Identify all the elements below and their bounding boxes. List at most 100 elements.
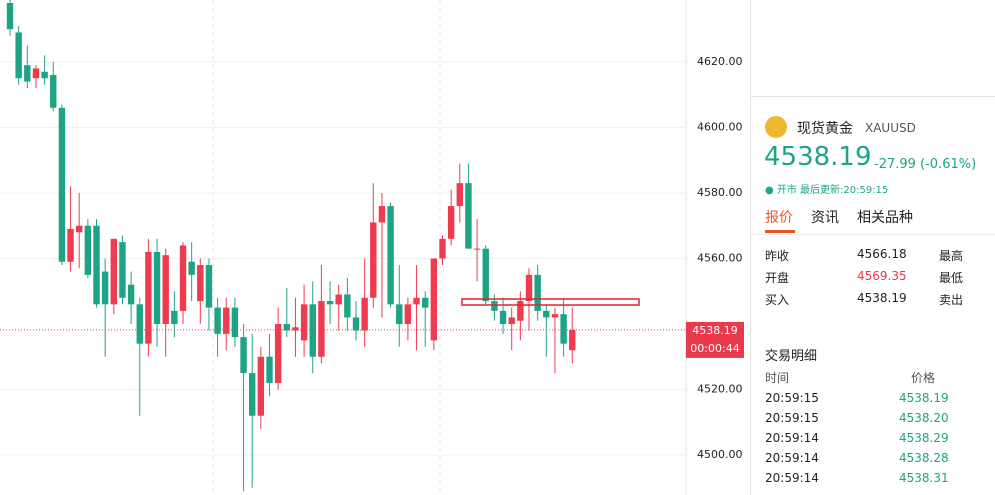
candle-body [309,304,316,357]
candle-body [534,274,541,311]
candle-body [292,327,299,331]
column-header: 时间 [765,371,790,385]
y-tick-label: 4500.00 [697,448,743,461]
candle-body [50,75,57,108]
change: -27.99 (-0.61%) [874,157,977,172]
candle-body [188,261,195,275]
symbol: XAUUSD [865,121,916,135]
candle-body [84,225,92,275]
tab[interactable]: 资讯 [811,210,839,226]
candle-body [344,294,351,318]
candle-body [240,337,247,374]
candle-body [257,356,265,416]
candle-body [378,206,386,223]
trade-time: 20:59:14 [765,451,819,465]
candle-body [439,238,446,259]
last-update: 最后更新:20:59:15 [800,185,889,196]
candle-body [326,301,334,305]
candle-body [396,304,403,324]
stat-label: 昨收 [765,249,790,263]
candle-body [249,373,256,416]
trade-time: 20:59:14 [765,431,819,445]
candle-body [551,314,559,318]
tab-underline [765,230,795,233]
section-title: 交易明细 [765,349,818,364]
column-header: 价格 [911,371,936,385]
candle-body [127,284,135,305]
gold-icon [765,116,787,138]
y-tick-label: 4560.00 [697,251,743,264]
tab[interactable]: 报价 [765,210,793,226]
candle-body [205,265,213,308]
candle-body [430,258,438,341]
candle-body [145,251,152,344]
status: ● 开市 [765,185,797,196]
trade-price: 4538.20 [899,411,949,425]
candle-body [136,304,143,344]
trade-price: 4538.29 [899,431,949,445]
candle-body [110,238,117,305]
candle-body [197,265,204,302]
candle-body [352,317,360,331]
candle-body [266,356,273,383]
candle-body [93,225,100,305]
candle-body [482,248,489,302]
candle-body [24,65,31,82]
stat-label: 最低 [939,271,964,285]
stat-label: 买入 [765,293,790,307]
trade-time: 20:59:14 [765,471,819,485]
candle-body [517,301,524,321]
candle-body [318,301,325,357]
candle-body [569,329,576,351]
candle-body [422,297,429,308]
divider [751,234,995,235]
tab[interactable]: 相关品种 [857,210,913,226]
candle-body [543,310,550,318]
stat-value: 4538.19 [857,291,907,305]
candle-body [491,301,498,311]
candle-body [473,248,481,250]
candle-body [15,32,22,79]
candle-body [67,228,74,262]
candle-body [32,68,40,79]
candle-body [283,323,290,331]
candle-body [361,297,368,331]
stat-label: 卖出 [939,293,964,307]
trade-price: 4538.19 [899,391,949,405]
price: 4538.19 [764,142,872,172]
price-tag [686,321,744,358]
candle-body [76,225,83,233]
candle-body [231,307,239,338]
candle-body [508,317,515,324]
candle-body [179,245,187,311]
candle-body [153,251,161,324]
candle-body [162,255,169,324]
instrument-name: 现货黄金 [797,121,853,137]
y-tick-label: 4600.00 [697,120,743,133]
candle-body [370,222,377,298]
stat-value: 4569.35 [857,269,907,283]
y-tick-label: 4620.00 [697,55,743,68]
candle-body [119,242,126,298]
y-tick-label: 4520.00 [697,383,743,396]
divider [751,96,995,97]
candle-body [6,2,14,30]
candle-body [447,206,455,239]
price-tag-label: 4538.19 [692,324,738,337]
candle-body [335,294,342,305]
trade-price: 4538.31 [899,471,949,485]
candle-body [101,271,109,305]
candle-body [171,310,178,324]
candle-body [387,206,394,305]
trade-price: 4538.28 [899,451,949,465]
candle-body [274,323,282,383]
candle-body [300,304,308,341]
chart: 4500.00 4520.00 4560.00 4580.00 4600.00 4620.… [0,0,744,495]
trade-time: 20:59:15 [765,391,819,405]
candle-body [499,310,507,324]
candle-body [223,307,230,334]
candle-body [404,304,412,324]
countdown: 00:00:44 [690,342,739,355]
stat-label: 开盘 [765,271,790,285]
